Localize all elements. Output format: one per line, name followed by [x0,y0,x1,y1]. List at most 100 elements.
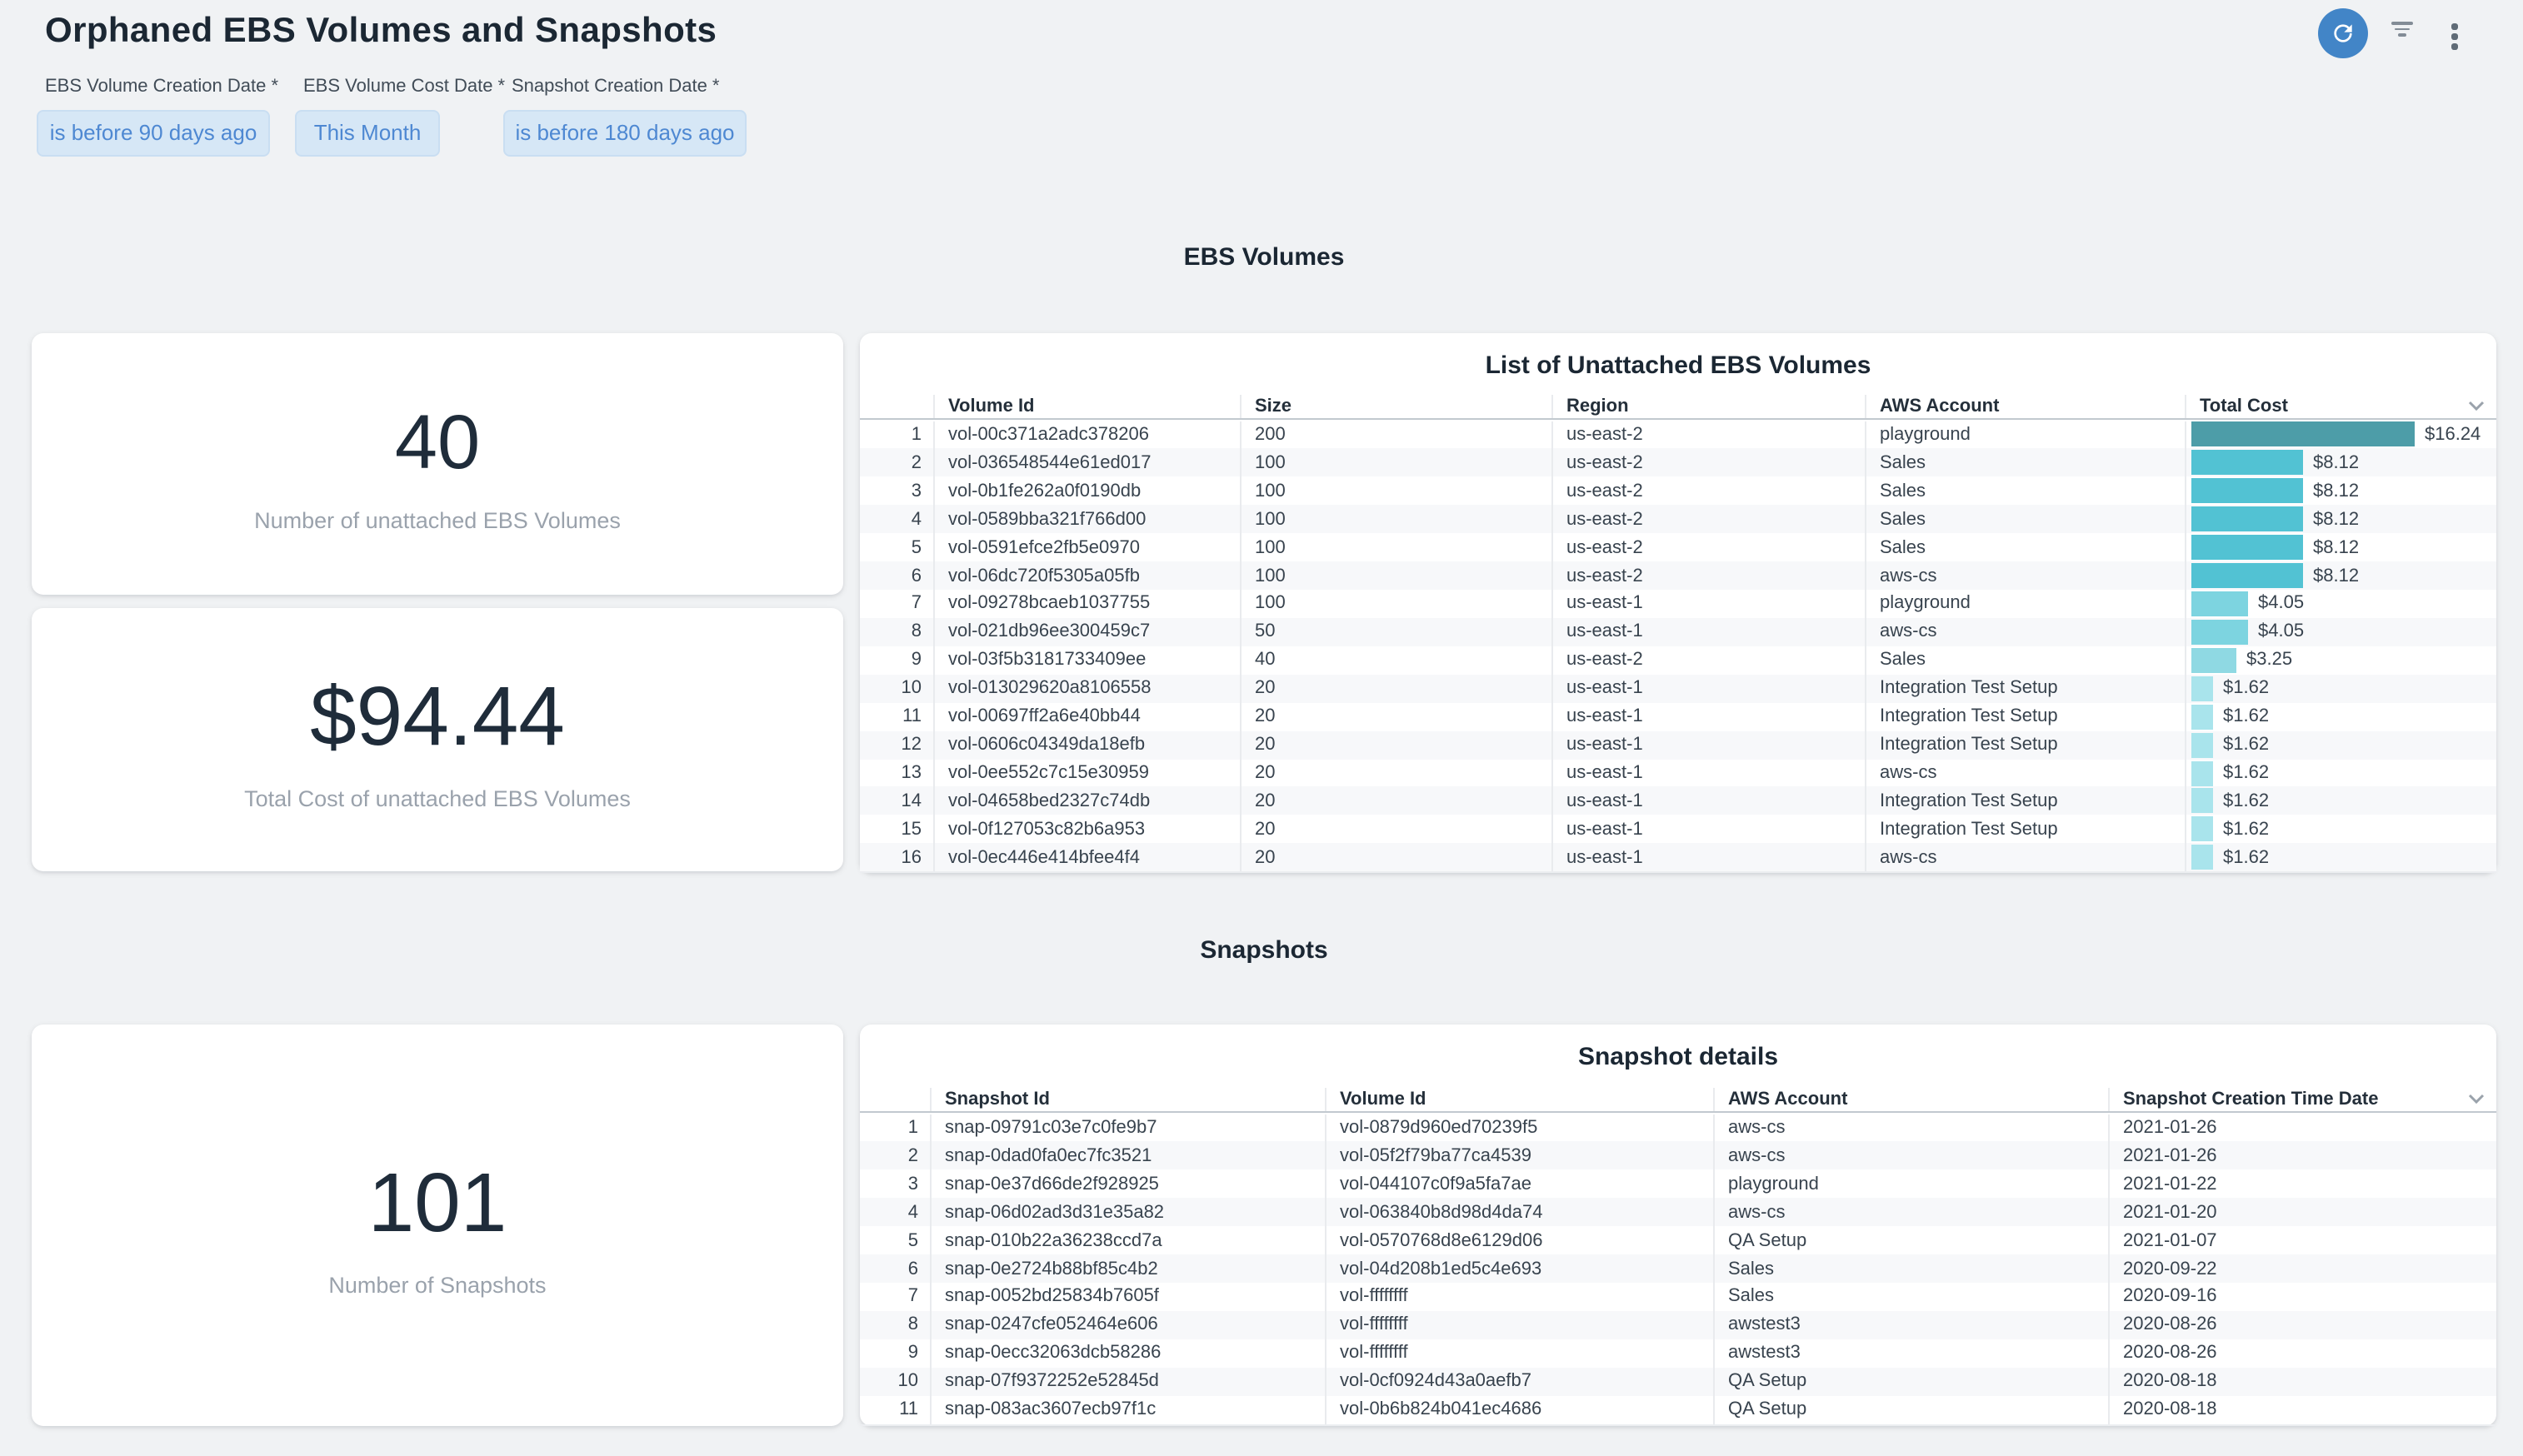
row-number: 3 [911,481,922,501]
ebs-table-header: Volume Id Size Region AWS Account Total … [860,395,2496,420]
snapshot-id-cell: snap-083ac3607ecb97f1c [930,1395,1325,1424]
table-row[interactable]: 7 vol-09278bcaeb1037755 100 us-east-1 playgr… [860,590,2496,618]
size-cell: 20 [1240,730,1551,760]
table-row[interactable]: 1 snap-09791c03e7c0fe9b7 vol-0879d960ed702… [860,1114,2496,1142]
row-number: 10 [901,678,922,699]
row-number-header [860,1088,930,1111]
table-row[interactable]: 10 vol-013029620a8106558 20 us-east-1 Integr… [860,674,2496,703]
table-row[interactable]: 13 vol-0ee552c7c15e30959 20 us-east-1 aws-cs… [860,759,2496,787]
table-row[interactable]: 4 vol-0589bba321f766d00 100 us-east-2 Sales $… [860,505,2496,534]
aws-account-cell: Sales [1713,1254,2108,1284]
filter-icon[interactable] [2390,22,2413,37]
cost-bar [2191,421,2415,447]
volume-id-cell: vol-0591efce2fb5e0970 [933,533,1240,562]
table-row[interactable]: 2 vol-036548544e61ed017 100 us-east-2 Sales $… [860,448,2496,477]
table-row[interactable]: 16 vol-0ec446e414bfee4f4 20 us-east-1 aws-cs… [860,843,2496,872]
table-row[interactable]: 8 vol-021db96ee300459c7 50 us-east-1 aws-cs $… [860,617,2496,646]
aws-account-cell: QA Setup [1713,1226,2108,1255]
aws-account-cell: aws-cs [1865,617,2185,646]
cost-bar [2191,506,2303,532]
table-row[interactable]: 15 vol-0f127053c82b6a953 20 us-east-1 Integr… [860,815,2496,844]
size-cell: 100 [1240,561,1551,591]
table-row[interactable]: 3 snap-0e37d66de2f928925 vol-044107c0f9a5f… [860,1169,2496,1199]
filter-value-button[interactable]: is before 90 days ago [37,110,270,157]
cost-value-label: $4.05 [2258,621,2305,642]
row-number: 15 [901,819,922,840]
total-cost-cell: $1.62 [2185,674,2496,703]
table-row[interactable]: 4 snap-06d02ad3d31e35a82 vol-063840b8d98d4… [860,1198,2496,1227]
refresh-button[interactable] [2318,8,2368,58]
volume-id-cell: vol-04d208b1ed5c4e693 [1325,1254,1713,1284]
table-row[interactable]: 10 snap-07f9372252e52845d vol-0cf0924d43a0… [860,1367,2496,1396]
row-number: 11 [902,706,922,727]
snapshot-date-cell: 2020-08-18 [2108,1367,2496,1396]
filter-snapshot-creation-date: Snapshot Creation Date * is before 180 d… [503,77,747,157]
snapshot-date-cell: 2021-01-22 [2108,1169,2496,1199]
filter-value-button[interactable]: is before 180 days ago [503,110,747,157]
chevron-down-icon[interactable] [2468,1093,2485,1104]
volume-id-cell: vol-ffffffff [1325,1310,1713,1339]
volume-id-cell: vol-0570768d8e6129d06 [1325,1226,1713,1255]
table-row[interactable]: 9 vol-03f5b3181733409ee 40 us-east-2 Sales $3… [860,646,2496,675]
table-row[interactable]: 8 snap-0247cfe052464e606 vol-ffffffff awste… [860,1310,2496,1339]
snapshot-id-cell: snap-07f9372252e52845d [930,1367,1325,1396]
filter-ebs-volume-creation-date: EBS Volume Creation Date * is before 90 … [37,77,278,157]
snapshot-id-cell: snap-0e2724b88bf85c4b2 [930,1254,1325,1284]
total-cost-cell: $8.12 [2185,448,2496,477]
table-row[interactable]: 11 snap-083ac3607ecb97f1c vol-0b6b824b041e… [860,1395,2496,1424]
snapshot-id-cell: snap-0e37d66de2f928925 [930,1169,1325,1199]
row-number: 10 [897,1371,919,1392]
table-row[interactable]: 14 vol-04658bed2327c74db 20 us-east-1 Integr… [860,786,2496,815]
table-row[interactable]: 7 snap-0052bd25834b7605f vol-ffffffff Sales… [860,1283,2496,1311]
region-cell: us-east-1 [1551,815,1865,844]
aws-account-cell: awstest3 [1713,1339,2108,1368]
aws-account-cell: awstest3 [1713,1310,2108,1339]
row-number: 1 [911,424,922,445]
table-row[interactable]: 6 snap-0e2724b88bf85c4b2 vol-04d208b1ed5c4… [860,1254,2496,1284]
volume-id-cell: vol-09278bcaeb1037755 [933,590,1240,618]
volume-id-cell: vol-021db96ee300459c7 [933,617,1240,646]
chevron-down-icon[interactable] [2468,400,2485,411]
table-row[interactable]: 9 snap-0ecc32063dcb58286 vol-ffffffff awste… [860,1339,2496,1368]
aws-account-cell: Integration Test Setup [1865,730,2185,760]
snapshot-id-cell: snap-0247cfe052464e606 [930,1310,1325,1339]
snapshot-date-cell: 2020-08-26 [2108,1339,2496,1368]
row-number: 11 [899,1399,918,1420]
column-header-volume-id: Volume Id [933,395,1240,418]
region-cell: us-east-1 [1551,786,1865,815]
table-row[interactable]: 1 vol-00c371a2adc378206 200 us-east-2 playgr… [860,421,2496,449]
kebab-menu-icon[interactable] [2451,22,2458,52]
table-row[interactable]: 11 vol-00697ff2a6e40bb44 20 us-east-1 Integr… [860,702,2496,731]
aws-account-cell: playground [1865,590,2185,618]
snapshot-date-cell: 2021-01-20 [2108,1198,2496,1227]
table-row[interactable]: 6 vol-06dc720f5305a05fb 100 us-east-2 aws-cs… [860,561,2496,591]
cost-bar [2191,760,2213,786]
column-header-size: Size [1240,395,1551,418]
volume-id-cell: vol-0ec446e414bfee4f4 [933,843,1240,872]
filter-value-button[interactable]: This Month [295,110,440,157]
table-row[interactable]: 2 snap-0dad0fa0ec7fc3521 vol-05f2f79ba77ca… [860,1141,2496,1170]
snapshot-date-cell: 2021-01-26 [2108,1141,2496,1170]
section-heading-snapshots: Snapshots [1200,936,1328,965]
column-header-aws-account: AWS Account [1713,1088,2108,1111]
volume-id-cell: vol-0606c04349da18efb [933,730,1240,760]
card-value: 101 [367,1155,507,1249]
region-cell: us-east-1 [1551,617,1865,646]
cost-value-label: $1.62 [2223,678,2270,699]
cost-bar [2191,704,2213,730]
volume-id-cell: vol-00697ff2a6e40bb44 [933,702,1240,731]
region-cell: us-east-1 [1551,702,1865,731]
table-row[interactable]: 12 vol-0606c04349da18efb 20 us-east-1 Integr… [860,730,2496,760]
row-number: 13 [901,763,922,784]
table-row[interactable]: 5 snap-010b22a36238ccd7a vol-0570768d8e612… [860,1226,2496,1255]
table-row[interactable]: 5 vol-0591efce2fb5e0970 100 us-east-2 Sales $… [860,533,2496,562]
page-title: Orphaned EBS Volumes and Snapshots [45,12,717,50]
card-value: $94.44 [310,670,565,763]
snapshot-id-cell: snap-09791c03e7c0fe9b7 [930,1114,1325,1142]
cost-value-label: $3.25 [2246,650,2293,671]
aws-account-cell: Sales [1865,476,2185,506]
aws-account-cell: Sales [1865,505,2185,534]
card-unattached-volume-cost: $94.44 Total Cost of unattached EBS Volu… [32,608,843,871]
table-row[interactable]: 3 vol-0b1fe262a0f0190db 100 us-east-2 Sales $… [860,476,2496,506]
total-cost-cell: $8.12 [2185,476,2496,506]
